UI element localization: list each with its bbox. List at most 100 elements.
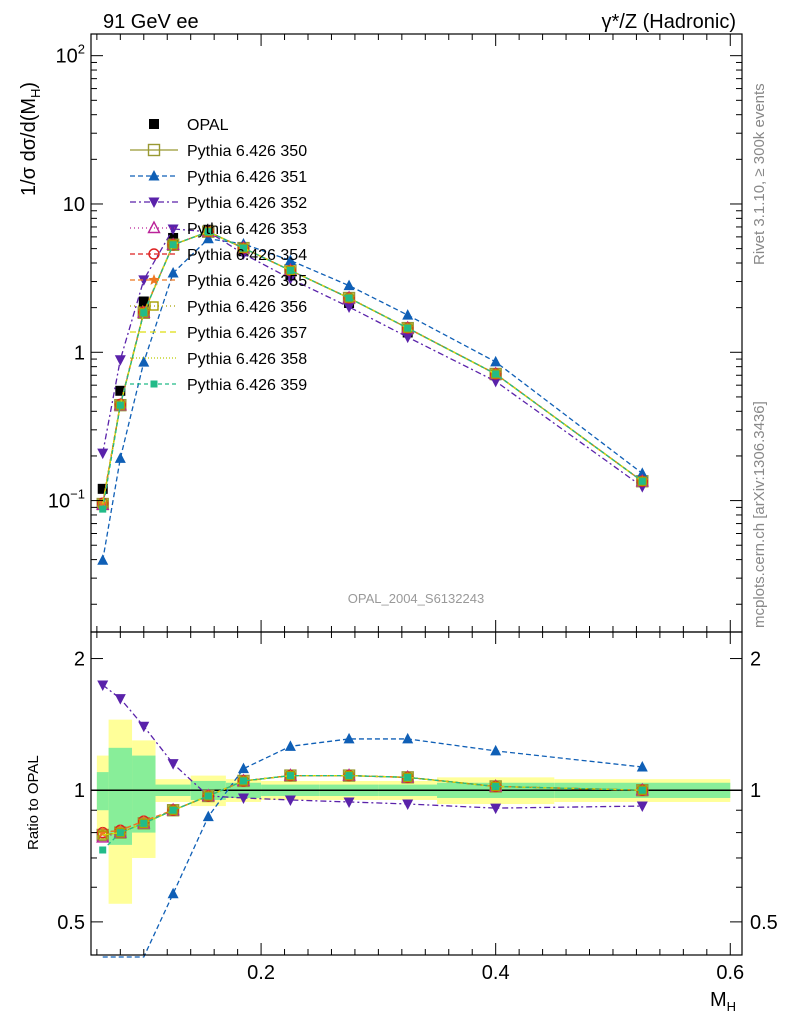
series-point <box>114 452 126 463</box>
top-y-axis-label: 1/σ dσ/d(MH) <box>18 82 43 196</box>
marker-square <box>140 309 148 317</box>
legend-marker <box>148 248 160 260</box>
marker-triangle-down <box>167 759 179 770</box>
marker-triangle-up <box>490 355 502 367</box>
legend-label: Pythia 6.426 358 <box>187 351 307 368</box>
series-point <box>203 227 213 237</box>
x-tick-label: 0.4 <box>482 962 510 984</box>
tick-base: 1 <box>74 342 85 364</box>
marker-triangle-down <box>343 797 355 808</box>
marker-square-open <box>285 265 296 276</box>
marker-triangle-down <box>284 274 296 285</box>
series-point <box>402 332 414 344</box>
ratio-y-tick-label-left: 2 <box>74 649 85 671</box>
series-point <box>97 448 109 460</box>
opal-data-point <box>115 385 126 396</box>
top-y-tick-label: 10 <box>63 194 85 216</box>
series-ratio-point <box>402 799 414 810</box>
legend-label: Pythia 6.426 354 <box>187 247 307 264</box>
ratio-y-tick-label-right: 0.5 <box>750 912 778 934</box>
marker-triangle-up-open <box>147 220 161 234</box>
series-line <box>102 231 643 505</box>
marker-square-open <box>115 400 126 410</box>
series-point <box>343 302 355 313</box>
series-point <box>637 476 647 486</box>
series-line <box>102 238 643 561</box>
series-point <box>239 244 247 252</box>
series-point <box>139 308 149 318</box>
series-ratio-point <box>167 887 179 899</box>
series-ratio-point <box>490 744 502 756</box>
tick-exponent: −1 <box>70 487 85 502</box>
tick-exponent: 2 <box>78 42 85 57</box>
legend-label: Pythia 6.426 355 <box>187 273 307 290</box>
series-ratio-point <box>404 773 412 781</box>
series-point <box>115 400 126 410</box>
marker-triangle-up <box>343 732 355 744</box>
marker-triangle-down <box>138 275 150 286</box>
marker-square <box>138 296 149 307</box>
marker-square <box>116 829 124 837</box>
marker-triangle-up <box>97 554 109 565</box>
marker-triangle-down <box>97 448 109 460</box>
legend-item: Pythia 6.426 355 <box>130 273 307 290</box>
series-ratio-line <box>102 684 643 809</box>
marker-square <box>345 294 353 302</box>
marker-triangle-down <box>237 793 249 804</box>
marker-square <box>638 477 646 485</box>
series-point <box>636 467 648 478</box>
series-point <box>343 279 355 291</box>
series-point <box>168 240 178 250</box>
series-point <box>238 243 249 253</box>
series-line <box>102 231 643 505</box>
legend-item: Pythia 6.426 356 <box>130 299 307 316</box>
marker-square-open <box>344 293 354 303</box>
marker-triangle-up <box>343 279 355 291</box>
series-ratio-point <box>237 762 249 774</box>
series-ratio-point <box>490 803 502 815</box>
series-ratio-line <box>102 774 643 851</box>
series-ratio-line <box>102 738 643 958</box>
series-ratio-point <box>286 772 294 780</box>
series-ratio-point <box>402 732 414 744</box>
series-line <box>102 231 643 505</box>
legend-label: Pythia 6.426 350 <box>187 143 307 160</box>
marker-square-open <box>403 323 413 333</box>
marker-square-open <box>149 301 159 311</box>
legend-marker <box>150 380 158 388</box>
series-point <box>490 369 501 379</box>
header-energy-label: 91 GeV ee <box>103 11 199 33</box>
series-ratio-point <box>167 759 179 770</box>
series-point <box>138 275 150 286</box>
marker-triangle-up <box>202 232 214 244</box>
series-p356-top <box>98 227 647 509</box>
opal-data-point <box>138 296 149 307</box>
tick-base: 10 <box>48 491 70 513</box>
series-ratio-point <box>636 801 648 813</box>
legend-marker <box>148 170 160 181</box>
marker-square <box>345 772 353 780</box>
marker-triangle-up <box>284 254 296 266</box>
series-p350-top <box>96 225 649 511</box>
series-p353-top <box>96 224 649 511</box>
series-ratio-point <box>204 792 212 800</box>
marker-square <box>239 777 247 785</box>
marker-triangle-down <box>636 801 648 813</box>
legend-label: Pythia 6.426 356 <box>187 299 307 316</box>
marker-square-open <box>139 818 149 829</box>
series-ratio-point <box>139 818 149 829</box>
series-layer <box>96 224 649 958</box>
legend-item: Pythia 6.426 350 <box>130 143 307 160</box>
series-p359-top <box>99 228 646 513</box>
series-p358-top <box>102 231 643 505</box>
marker-square <box>204 792 212 800</box>
series-ratio-point <box>168 805 178 815</box>
analysis-label: OPAL_2004_S6132243 <box>348 591 484 606</box>
marker-triangle-down <box>114 694 126 705</box>
x-axis-label: MH <box>710 989 736 1014</box>
series-point <box>344 293 354 303</box>
series-ratio-point <box>343 797 355 808</box>
series-ratio-point <box>116 829 124 837</box>
series-line <box>102 228 643 488</box>
